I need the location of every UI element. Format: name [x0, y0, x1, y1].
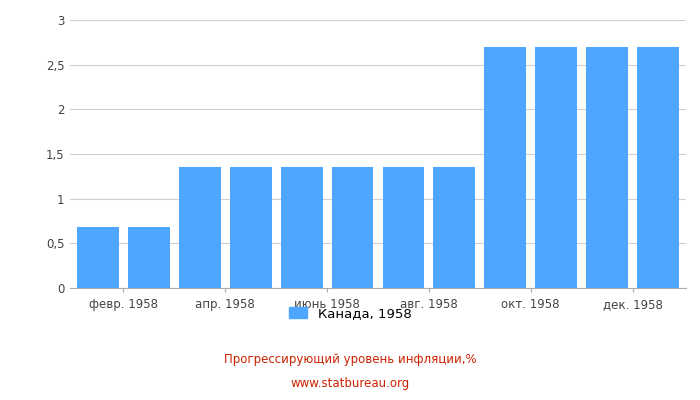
Bar [332, 167, 373, 288]
Bar [128, 227, 170, 288]
Legend: Канада, 1958: Канада, 1958 [288, 306, 412, 320]
Text: Прогрессирующий уровень инфляции,%: Прогрессирующий уровень инфляции,% [224, 354, 476, 366]
Text: www.statbureau.org: www.statbureau.org [290, 378, 410, 390]
Bar [77, 227, 119, 288]
Bar [536, 47, 577, 288]
Bar [179, 167, 220, 288]
Bar [230, 167, 272, 288]
Bar [484, 47, 526, 288]
Bar [586, 47, 628, 288]
Bar [383, 167, 424, 288]
Bar [637, 47, 679, 288]
Bar [433, 167, 475, 288]
Bar [281, 167, 323, 288]
